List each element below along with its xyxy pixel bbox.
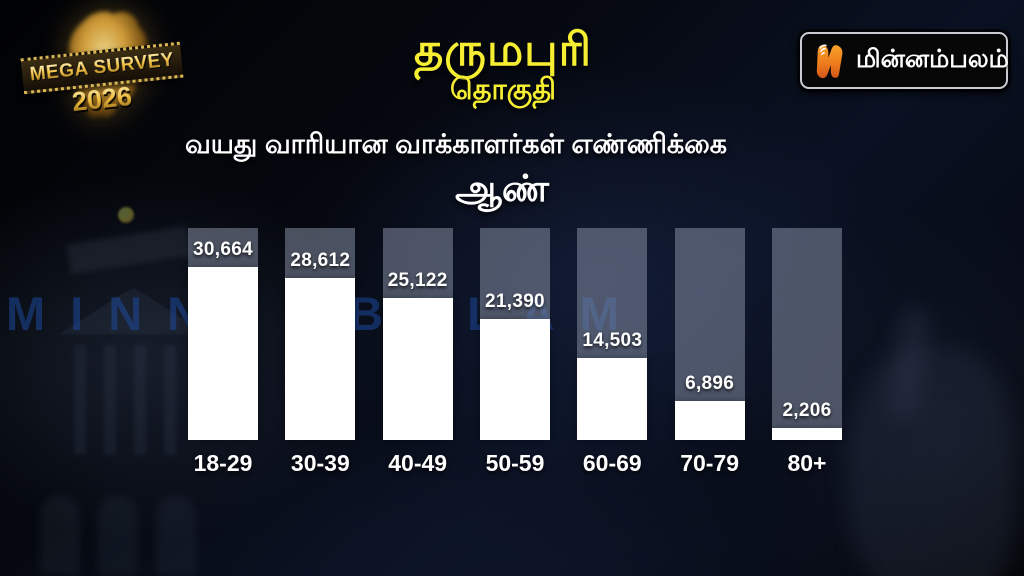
mega-survey-logo: MEGA SURVEY 2026 [20, 4, 190, 134]
background-building-photo [40, 195, 240, 575]
bar-value-label: 30,664 [193, 238, 253, 260]
bar-age-label: 18-29 [193, 450, 253, 476]
building-arch [156, 495, 196, 575]
bar-fill [577, 358, 648, 440]
bar-column: 25,122 40-49 [382, 228, 453, 476]
bar-value-label: 21,390 [485, 291, 545, 313]
bar-track [771, 228, 842, 440]
bar-column: 6,896 70-79 [674, 228, 745, 476]
building-emblem [118, 207, 134, 223]
age-bar-chart: 30,664 18-29 28,612 30-39 25,122 40-49 2… [188, 228, 842, 476]
bar-value-label: 28,612 [290, 250, 351, 272]
gender-label: ஆண் [455, 168, 549, 209]
background-voter-hand-photo [846, 306, 1016, 576]
building-arch [98, 495, 138, 575]
bar-column: 14,503 60-69 [577, 228, 648, 476]
bar-value-label: 25,122 [387, 269, 448, 291]
bar-value-label: 2,206 [782, 399, 832, 421]
minnambalam-m-icon [816, 43, 843, 78]
building-columns [74, 345, 194, 455]
bar-age-label: 50-59 [485, 450, 545, 476]
building-arch [40, 495, 80, 575]
bar-fill [674, 401, 745, 440]
bar-value-label: 14,503 [582, 330, 643, 352]
bar-age-label: 70-79 [680, 450, 740, 476]
bar-age-label: 60-69 [582, 450, 642, 476]
bar-age-label: 30-39 [290, 450, 350, 476]
bar-fill [479, 319, 550, 440]
bar-column: 2,206 80+ [771, 228, 842, 476]
constituency-subtitle: தொகுதி [450, 74, 556, 106]
bar-fill [382, 297, 453, 440]
building-signboard [66, 225, 192, 275]
bar-fill [188, 266, 258, 440]
bar-age-label: 80+ [787, 450, 827, 476]
bar-value-label: 6,896 [685, 373, 735, 395]
bar-column: 28,612 30-39 [285, 228, 356, 476]
bar-column: 30,664 18-29 [188, 228, 258, 476]
bar-age-label: 40-49 [388, 450, 448, 476]
minnambalam-wordmark: மின்னம்பலம் [856, 44, 1009, 73]
voter-finger [886, 306, 932, 420]
constituency-title: தருமபுரி [413, 24, 593, 75]
bar-fill [285, 278, 356, 440]
chart-title: வயது வாரியான வாக்காளர்கள் எண்ணிக்கை [184, 129, 728, 159]
bar-fill [771, 427, 842, 440]
bar-column: 21,390 50-59 [479, 228, 550, 476]
minnambalam-logo: மின்னம்பலம் [800, 32, 1009, 89]
